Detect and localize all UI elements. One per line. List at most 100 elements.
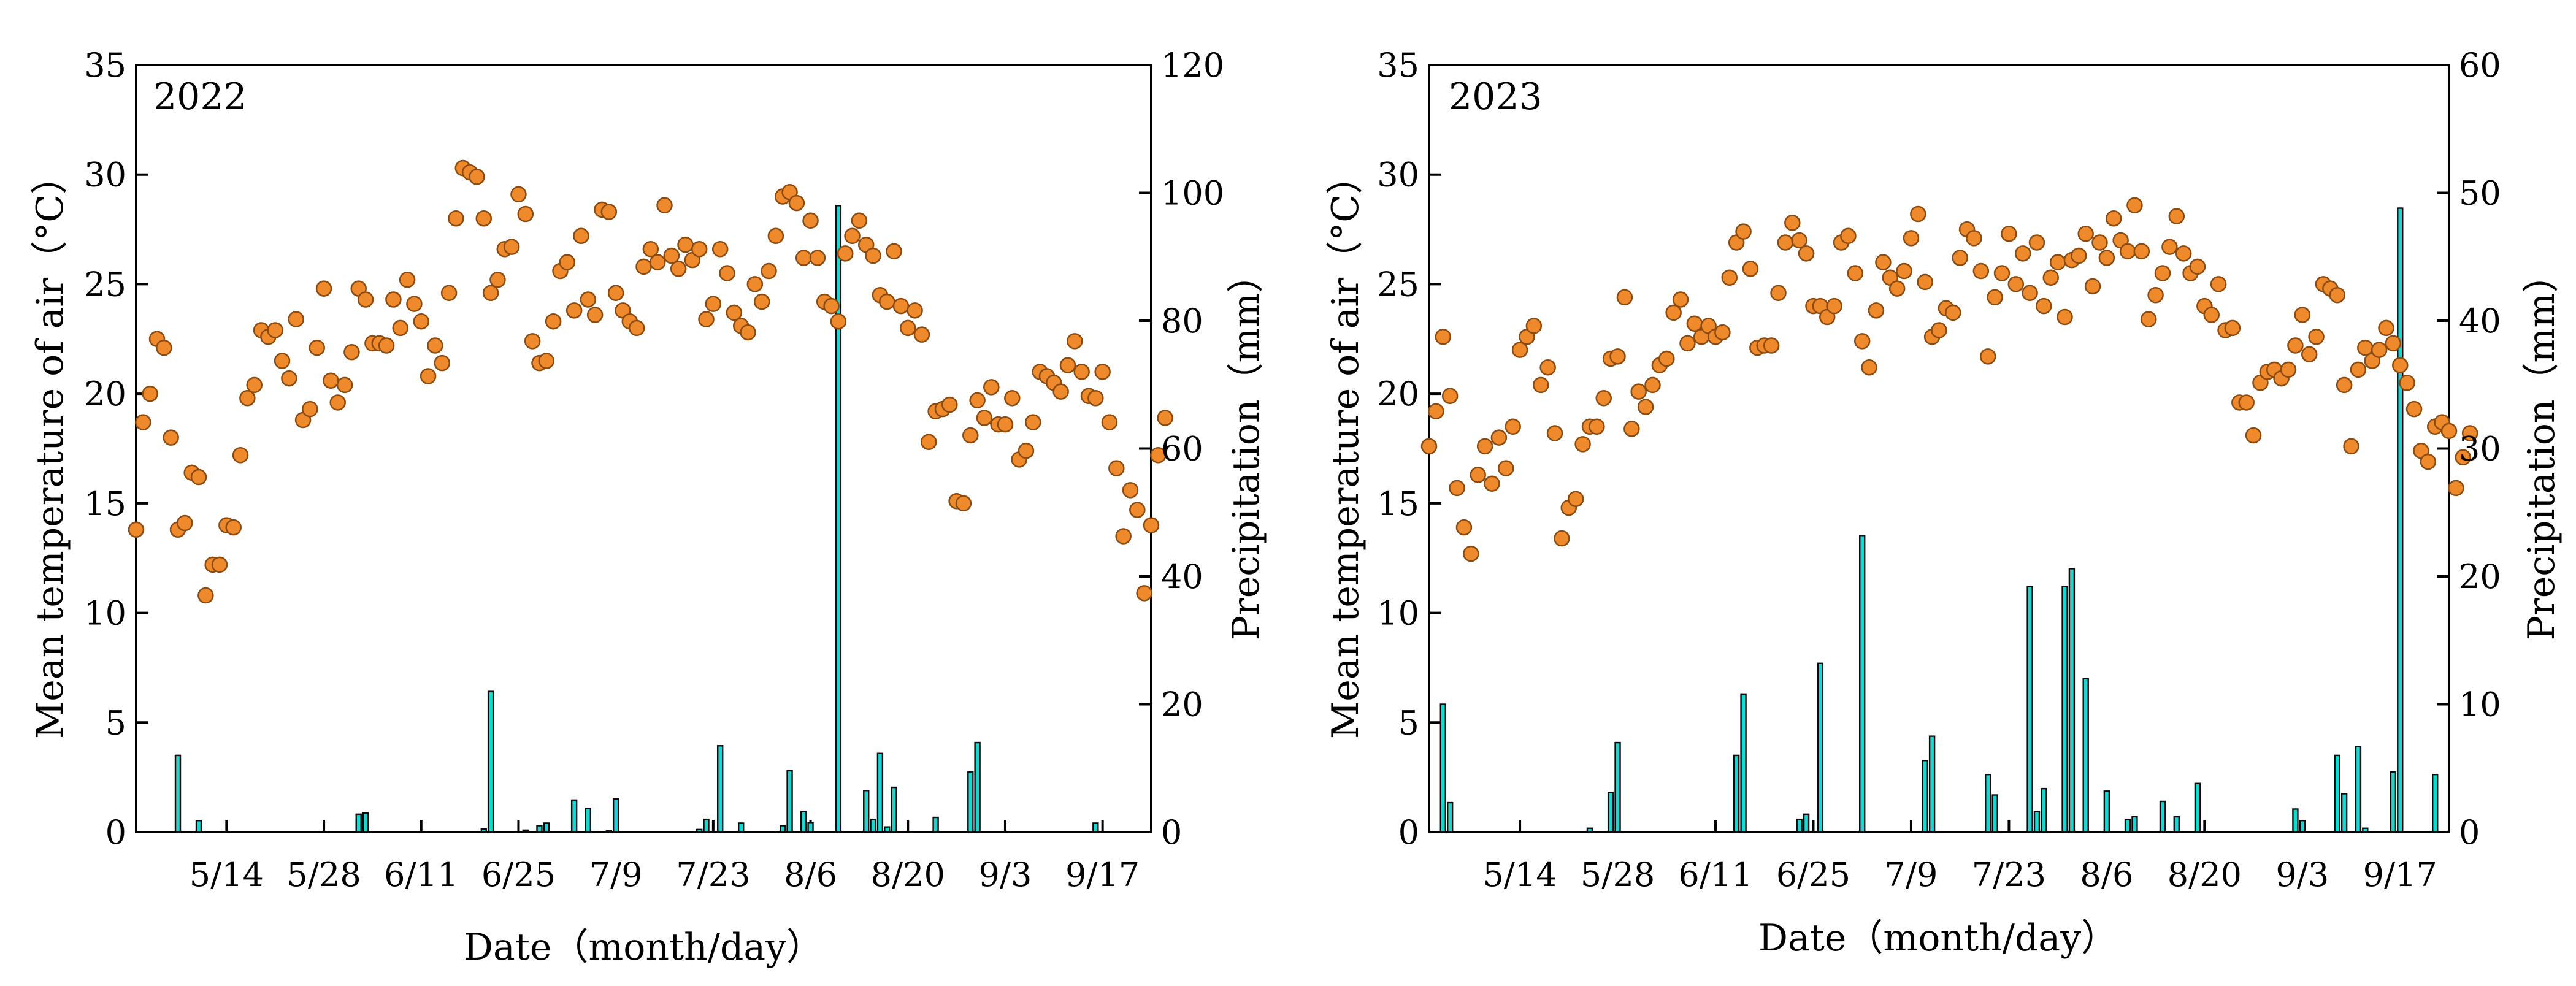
temperature-point-2023-106 xyxy=(2161,239,2178,255)
y-axis-title-left-2022: Mean temperature of air（°C） xyxy=(29,158,72,739)
precipitation-bar-2022-25 xyxy=(884,826,891,833)
precipitation-bar-2023-23 xyxy=(2131,816,2138,833)
temperature-point-2023-80 xyxy=(1979,348,1996,365)
temperature-point-2023-45 xyxy=(1735,223,1752,240)
precipitation-bar-2023-30 xyxy=(2340,793,2348,833)
temperature-point-2022-50 xyxy=(475,210,493,227)
temperature-point-2022-21 xyxy=(274,353,291,369)
panel-2023: 0 5 10 15 20 25 30 35 0 10 20 30 40 50 60 5/14 5/28 6/11 6… xyxy=(1324,46,2563,960)
temperature-point-2022-4 xyxy=(156,339,172,356)
temperature-point-2022-143 xyxy=(1122,482,1139,499)
temperature-point-2022-10 xyxy=(197,587,214,604)
temperature-point-2022-23 xyxy=(288,311,304,327)
y-left-tick-label-2022-25: 25 xyxy=(84,265,126,304)
temperature-point-2022-134 xyxy=(1059,357,1076,373)
temperature-point-2022-36 xyxy=(378,337,395,354)
temperature-point-2023-118 xyxy=(2245,427,2262,444)
y-axis-title-right-2023: Precipitation（mm） xyxy=(2520,256,2563,641)
temperature-point-2022-29 xyxy=(329,394,346,411)
y-right-tick-label-2022-120: 120 xyxy=(1161,46,1224,85)
temperature-point-2023-5 xyxy=(1455,519,1473,536)
temperature-point-2022-22 xyxy=(281,370,297,387)
precipitation-bar-2022-20 xyxy=(807,822,814,833)
precipitation-bar-2022-10 xyxy=(585,808,592,833)
precipitation-bar-2023-0 xyxy=(1439,703,1446,833)
temperature-point-2023-87 xyxy=(2028,234,2045,251)
precipitation-bar-2023-18 xyxy=(2061,586,2068,833)
temperature-point-2023-103 xyxy=(2140,311,2157,327)
precipitation-bar-2023-16 xyxy=(2033,811,2041,833)
temperature-point-2022-129 xyxy=(1025,414,1041,430)
precipitation-bar-2022-3 xyxy=(362,812,369,833)
temperature-point-2023-105 xyxy=(2154,265,2171,281)
temperature-point-2023-61 xyxy=(1847,265,1864,281)
temperature-point-2022-125 xyxy=(997,416,1014,433)
precipitation-bar-2022-13 xyxy=(696,828,703,833)
temperature-point-2022-133 xyxy=(1052,383,1069,400)
temperature-point-2023-49 xyxy=(1763,337,1780,354)
temperature-point-2023-19 xyxy=(1554,530,1570,547)
temperature-point-2023-137 xyxy=(2378,319,2394,337)
temperature-point-2023-70 xyxy=(1910,205,1926,223)
precipitation-bar-2023-10 xyxy=(1859,535,1866,833)
temperature-point-2022-147 xyxy=(1150,446,1167,464)
temperature-point-2022-60 xyxy=(545,313,562,330)
precipitation-bar-2022-12 xyxy=(612,798,619,833)
temperature-point-2022-139 xyxy=(1094,364,1111,380)
temperature-point-2022-43 xyxy=(427,337,443,354)
x-tick-label-2022-6/25: 6/25 xyxy=(481,855,556,894)
precipitation-bar-2023-2 xyxy=(1586,827,1593,833)
temperature-point-2022-86 xyxy=(726,304,743,321)
temperature-point-2023-143 xyxy=(2420,453,2437,470)
tick-labels-2022: 0 5 10 15 20 25 30 35 0 20 40 60 80 100 120 5/14 5/28 6/1… xyxy=(84,46,1224,894)
x-tick-label-2022-9/17: 9/17 xyxy=(1065,855,1140,894)
x-tick-label-2022-6/11: 6/11 xyxy=(384,855,458,894)
precipitation-bar-2022-22 xyxy=(863,790,870,833)
temperature-point-2022-148 xyxy=(1157,410,1173,426)
temperature-point-2022-79 xyxy=(677,236,694,253)
x-axis-title-2023: Date（month/day） xyxy=(1758,917,2118,960)
temperature-point-2022-20 xyxy=(267,322,283,338)
precipitation-bar-2023-6 xyxy=(1740,693,1747,833)
temperature-point-2023-62 xyxy=(1853,333,1871,350)
precipitation-bar-2022-27 xyxy=(932,816,939,833)
y-right-tick-label-2022-100: 100 xyxy=(1161,174,1224,213)
temperature-point-2022-136 xyxy=(1073,364,1090,380)
temperature-points-2023 xyxy=(1420,197,2478,562)
temperature-point-2023-104 xyxy=(2147,287,2164,304)
temperature-point-2023-46 xyxy=(1742,261,1759,277)
precipitation-bar-2023-1 xyxy=(1446,801,1454,833)
x-tick-label-2023-8/6: 8/6 xyxy=(2080,855,2133,894)
precipitation-bar-2022-26 xyxy=(891,786,897,833)
y-left-tick-label-2023-10: 10 xyxy=(1377,594,1419,633)
temperature-point-2022-74 xyxy=(642,240,659,258)
temperature-point-2022-73 xyxy=(635,258,652,275)
temperature-point-2023-6 xyxy=(1463,545,1479,562)
temperature-point-2023-69 xyxy=(1903,230,1920,246)
temperature-point-2022-15 xyxy=(232,446,249,464)
temperature-point-2022-88 xyxy=(740,324,756,341)
precipitation-bar-2023-26 xyxy=(2194,782,2201,833)
precipitation-bar-2023-3 xyxy=(1607,792,1614,833)
temperature-point-2022-110 xyxy=(892,297,910,315)
precipitation-bar-2022-6 xyxy=(522,829,529,833)
temperature-point-2023-11 xyxy=(1498,460,1514,476)
precipitation-bar-2023-21 xyxy=(2103,790,2110,833)
temperature-point-2023-1 xyxy=(1428,403,1444,419)
y-left-tick-label-2023-30: 30 xyxy=(1377,156,1419,194)
temperature-point-2023-75 xyxy=(1945,304,1961,321)
x-tick-label-2023-5/28: 5/28 xyxy=(1581,855,1655,894)
temperature-point-2023-8 xyxy=(1476,438,1493,455)
precipitation-bar-2023-14 xyxy=(1991,794,1998,833)
precipitation-bar-2023-22 xyxy=(2124,818,2131,833)
temperature-point-2022-57 xyxy=(524,333,541,350)
temperature-point-2022-100 xyxy=(823,297,840,315)
temperature-point-2023-85 xyxy=(2014,245,2031,262)
x-tick-label-2023-5/14: 5/14 xyxy=(1482,855,1557,894)
temperature-point-2023-81 xyxy=(1987,289,2003,306)
temperature-point-2023-16 xyxy=(1532,376,1549,394)
precipitation-bar-2022-29 xyxy=(974,741,981,833)
plot-frame-2022 xyxy=(135,64,1152,833)
temperature-point-2022-59 xyxy=(538,353,555,369)
temperature-point-2023-53 xyxy=(1791,232,1807,249)
